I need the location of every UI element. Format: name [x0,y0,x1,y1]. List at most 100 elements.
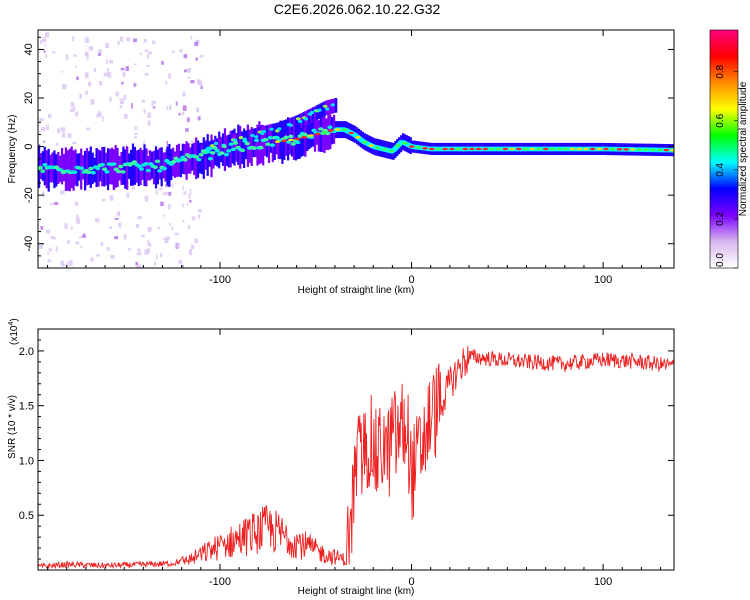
spectrogram-band-core [214,148,220,153]
spectrogram-speckle [199,54,204,58]
spectrogram-upper-branch [308,109,311,124]
spectrogram-hotspot [368,144,375,147]
spectrogram-hotspot [274,140,281,143]
spectrogram-band-outer [212,141,215,169]
spectrogram-speckle [188,193,191,199]
spectrogram-band-outer [229,130,232,168]
spectrogram-band-outer [70,146,73,189]
spectrogram-speckle [109,96,112,102]
spectrogram-band-outer [103,146,106,187]
spectrogram-band-outer [262,124,265,166]
spectrogram-speckle [134,126,138,130]
spectrogram-speckle [66,240,70,244]
spectrogram-speckle [135,261,138,266]
spectrogram-hotspot [341,128,348,131]
spectrogram-hotspot [623,148,629,151]
spectrogram-speckle [109,195,114,201]
spectrogram-hotspot [549,147,556,151]
snr-y-multiplier: (x104) [8,318,20,345]
spectrogram-hotspot [469,147,475,151]
spectrogram-upper-branch [311,107,315,122]
spectrogram-band-outer [310,120,313,148]
spectrogram-upper-core [324,107,330,111]
spectrogram-speckle [76,214,79,220]
spectrogram-y-tick-label: -40 [23,236,35,252]
spectrogram-speckle [67,133,72,139]
spectrogram-hotspot [415,146,422,149]
spectrogram-speckle [97,111,101,116]
colorbar: 0.0 0.2 0.4 0.6 0.8 Normalized spectral ampl… [709,29,749,269]
spectrogram-upper-branch [216,138,219,153]
snr-y-tick-label: 1.5 [19,401,34,413]
spectrogram-band-core [86,170,92,175]
spectrogram-band-core [290,142,296,146]
spectrogram-speckle [134,136,138,139]
spectrogram-hotspot [589,147,596,151]
spectrogram-hotspot [576,147,582,151]
spectrogram-hotspot [563,147,569,151]
spectrogram-speckle [178,112,181,116]
spectrogram-speckle [42,37,46,43]
spectrogram-hotspot [422,147,428,150]
spectrogram-speckle [118,222,122,228]
spectrogram-upper-branch [237,132,240,148]
spectrogram-speckle [171,226,174,231]
spectrogram-band-core [177,158,184,162]
spectrogram-hotspot [516,147,522,151]
spectrogram-speckle [166,105,169,110]
spectrogram-hotspot [449,147,455,151]
colorbar-ticks: 0.0 0.2 0.4 0.6 0.8 [715,64,738,269]
spectrogram-upper-core [276,127,282,131]
snr-y-tick-label: 2.0 [19,346,34,358]
snr-x-tick-label: -100 [209,576,231,588]
spectrogram-speckle [74,201,79,206]
spectrogram-band-outer [189,147,192,174]
spectrogram-upper-branch [294,115,298,131]
spectrogram-band-core [221,144,227,149]
spectrogram-speckle [99,81,103,86]
spectrogram-upper-branch [323,101,326,116]
spectrogram-band-outer [179,150,182,178]
spectrogram-hotspot [495,147,502,151]
spectrogram-band-core [219,151,225,155]
spectrogram-upper-core [330,103,336,107]
spectrogram-upper-branch [225,135,229,150]
spectrogram-speckle [100,242,104,246]
spectrogram-x-tick-label: 0 [408,274,414,286]
spectrogram-speckle [122,71,126,77]
spectrogram-band-core [196,157,202,162]
spectrogram-hotspot [670,148,674,152]
spectrogram-speckle [102,116,104,122]
spectrogram-upper-branch [296,115,299,130]
spectrogram-y-label: Frequency (Hz) [7,115,18,184]
spectrogram-speckle [40,39,42,45]
spectrogram-speckle [75,111,79,117]
spectrogram-hotspot [301,136,308,139]
spectrogram-speckle [61,127,66,133]
spectrogram-speckle [164,238,169,244]
spectrogram-speckle [186,67,191,73]
spectrogram-speckle [176,242,180,249]
spectrogram-band-core [38,165,43,170]
spectrogram-band-core [253,138,259,143]
spectrogram-band-core [145,168,151,173]
spectrogram-speckle [155,189,158,195]
colorbar-tick-label: 0.6 [715,113,726,127]
spectrogram-y-tick-label: -20 [23,187,35,203]
spectrogram-speckle [60,260,65,267]
spectrogram-speckle [190,140,194,143]
spectrogram-upper-core [232,138,238,142]
spectrogram-speckle [137,216,142,220]
spectrogram-speckle [166,140,168,147]
spectrogram-speckle [190,80,195,84]
spectrogram-x-label: Height of straight line (km) [298,285,415,296]
figure-title: C2E6.2026.062.10.22.G32 [274,1,441,17]
spectrogram-band-core [131,160,138,164]
spectrogram-speckle [84,72,89,79]
spectrogram-band-outer [187,143,190,174]
spectrogram-band-outer [317,120,320,152]
spectrogram-speckle [126,192,130,198]
spectrogram-speckle [143,38,147,43]
spectrogram-speckle [185,128,189,132]
spectrogram-speckle [86,54,89,61]
